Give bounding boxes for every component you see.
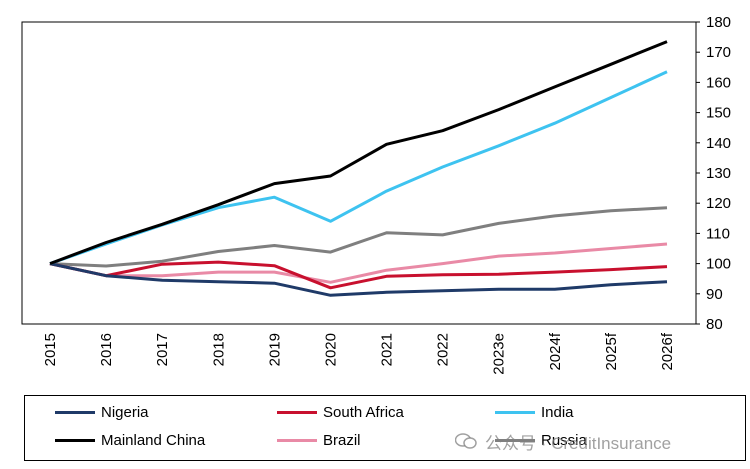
series-line-nigeria <box>49 262 668 297</box>
x-tick-label: 2018 <box>210 333 227 366</box>
y-tick-label: 90 <box>706 286 723 303</box>
legend-item-nigeria: Nigeria <box>55 401 149 423</box>
x-tick-label: 2023e <box>491 333 508 375</box>
y-tick-label: 130 <box>706 165 731 182</box>
series-line-russia <box>49 206 668 268</box>
legend: Nigeria South Africa India Mainland China Br… <box>24 395 746 461</box>
legend-item-russia: Russia <box>495 429 587 451</box>
series-line-brazil <box>49 242 668 284</box>
x-tick-label: 2022 <box>435 333 452 366</box>
legend-swatch <box>55 410 95 414</box>
x-tick-label: 2020 <box>322 333 339 366</box>
legend-item-brazil: Brazil <box>277 429 361 451</box>
watermark-text: 公众号 · CreditInsurance <box>485 433 672 453</box>
x-tick-label: 2024f <box>547 332 564 370</box>
x-tick-label: 2026f <box>659 332 676 370</box>
y-tick-label: 120 <box>706 195 731 212</box>
y-tick-label: 100 <box>706 256 731 273</box>
x-tick-label: 2019 <box>266 333 283 366</box>
legend-label: South Africa <box>323 403 404 421</box>
legend-label: Nigeria <box>101 403 149 421</box>
series-line-mainland-china <box>49 40 668 266</box>
legend-swatch <box>277 438 317 442</box>
y-tick-label: 170 <box>706 44 731 61</box>
y-tick-label: 160 <box>706 74 731 91</box>
x-axis-ticks: 2015 2016 2017 2018 2019 2020 2021 2022 2023e 202… <box>42 332 676 375</box>
x-tick-label: 2016 <box>98 333 115 366</box>
y-tick-label: 110 <box>706 225 730 242</box>
legend-swatch <box>277 410 317 414</box>
y-tick-label: 180 <box>706 14 731 31</box>
y-tick-label: 140 <box>706 135 731 152</box>
watermark: 公众号 · CreditInsurance <box>455 430 672 453</box>
legend-item-mainland-china: Mainland China <box>55 429 205 451</box>
y-tick-label: 150 <box>706 105 731 122</box>
legend-swatch <box>55 438 95 442</box>
legend-item-south-africa: South Africa <box>277 401 404 423</box>
line-chart: 80 90 100 110 120 130 140 150 160 170 180 2015 2016… <box>21 14 731 375</box>
legend-label: Brazil <box>323 431 361 449</box>
legend-label: Mainland China <box>101 431 206 449</box>
legend-label: India <box>541 403 574 421</box>
series-line-south-africa <box>49 260 668 290</box>
x-tick-label: 2015 <box>42 333 59 366</box>
legend-label: Russia <box>541 431 587 449</box>
series-layer <box>49 40 668 297</box>
wechat-icon <box>455 433 477 449</box>
legend-swatch <box>495 438 535 442</box>
x-tick-label: 2021 <box>379 333 396 366</box>
x-tick-label: 2025f <box>603 332 620 370</box>
legend-swatch <box>495 410 535 414</box>
x-tick-label: 2017 <box>154 333 171 366</box>
y-tick-label: 80 <box>706 316 723 333</box>
legend-item-india: India <box>495 401 574 423</box>
y-axis-ticks: 80 90 100 110 120 130 140 150 160 170 180 <box>696 14 731 333</box>
plot-area <box>21 21 697 325</box>
